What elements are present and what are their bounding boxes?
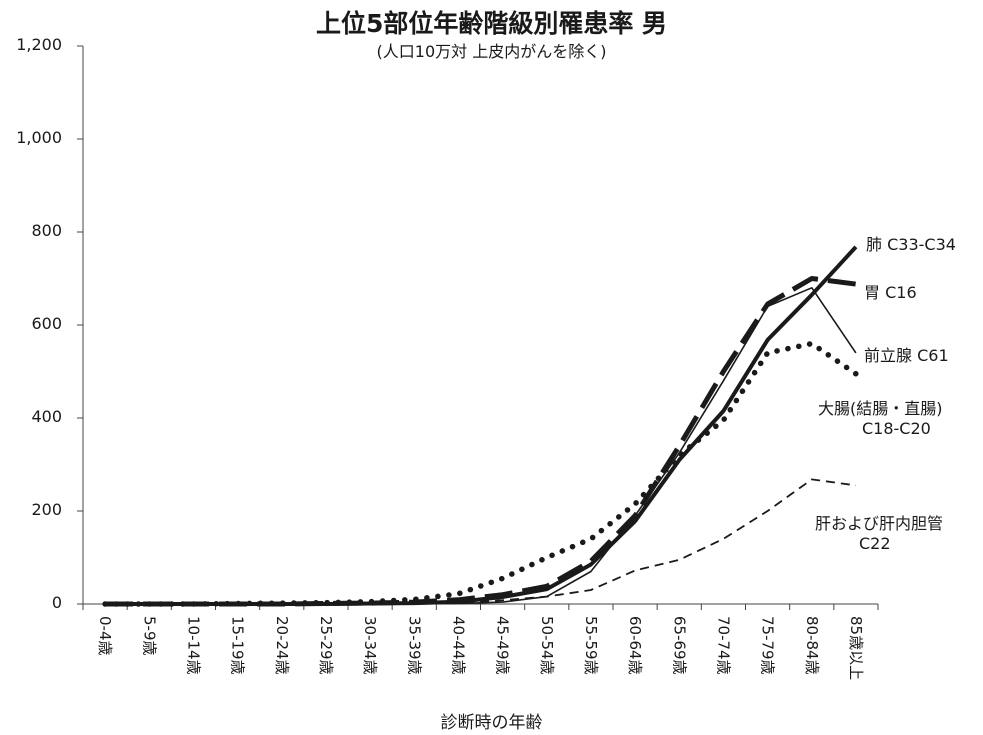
x-tick-label: 15-19歳 [228,616,247,675]
x-tick-label: 5-9歳 [140,616,159,656]
series-line [105,276,857,607]
series-label: 前立腺 C61 [864,346,949,365]
x-tick-label: 70-74歳 [714,616,733,675]
y-tick-label: 800 [31,221,62,240]
x-tick-label: 45-49歳 [493,616,512,675]
y-tick-label: 200 [31,500,62,519]
x-tick-label: 80-84歳 [802,616,821,675]
y-tick-label: 1,200 [16,35,62,54]
y-tick-label: 0 [51,593,62,612]
x-tick-label: 60-64歳 [626,616,645,675]
x-tick-label: 10-14歳 [184,616,203,675]
chart-subtitle: (人口10万対 上皮内がんを除く) [376,42,607,61]
series-label: 大腸(結腸・直腸) C18-C20 [818,399,943,438]
x-tick-label: 55-59歳 [581,616,600,675]
y-tick-label: 600 [31,314,62,333]
series-label: 胃 C16 [864,283,917,302]
x-tick-label: 85歳以上 [846,616,865,681]
x-tick-label: 50-54歳 [537,616,556,675]
x-tick-label: 35-39歳 [405,616,424,675]
chart-title: 上位5部位年齢階級別罹患率 男 [315,9,668,38]
series-line [105,286,857,605]
y-tick-label: 1,000 [16,128,62,147]
y-tick-label: 400 [31,407,62,426]
x-tick-label: 40-44歳 [449,616,468,675]
x-tick-label: 0-4歳 [96,616,115,656]
series-label: 肝および肝内胆管 C22 [815,514,944,553]
x-tick-label: 75-79歳 [758,616,777,675]
x-tick-label: 30-34歳 [361,616,380,675]
x-axis-label: 診断時の年齢 [440,713,543,733]
x-tick-label: 25-29歳 [316,616,335,675]
series-label: 肺 C33-C34 [866,235,956,254]
x-tick-label: 20-24歳 [272,616,291,675]
x-tick-label: 65-69歳 [670,616,689,675]
series-line [102,340,859,607]
series-line [105,245,858,606]
